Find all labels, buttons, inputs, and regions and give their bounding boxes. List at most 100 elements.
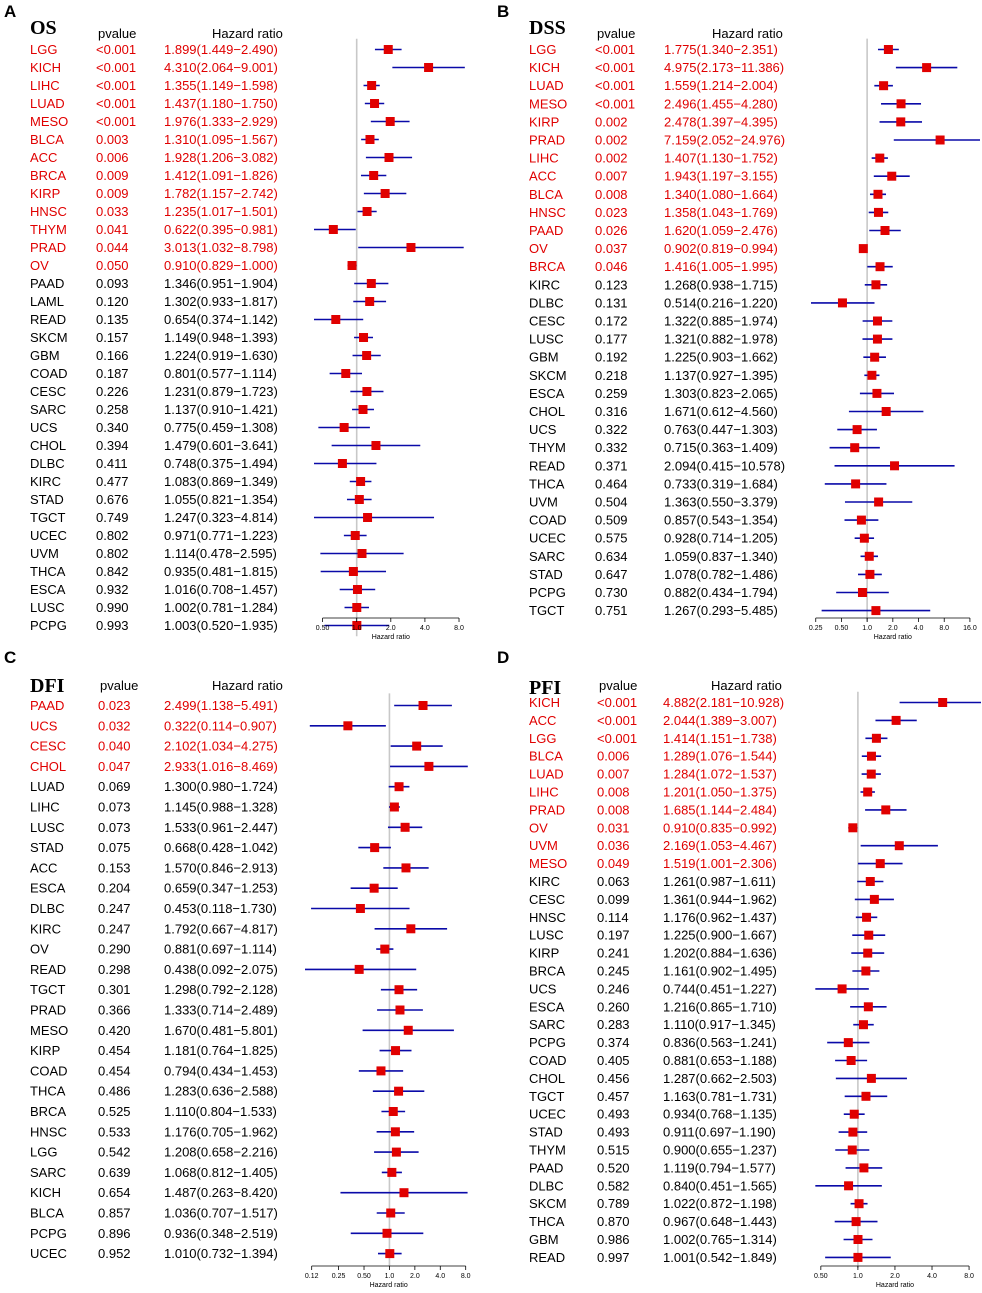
row-pvalue: <0.001 (597, 713, 637, 728)
row-label: OV (30, 942, 49, 957)
row-hazard-ratio-text: 0.453(0.118−1.730) (164, 901, 277, 916)
row-hazard-ratio-text: 1.145(0.988−1.328) (164, 800, 278, 815)
row-hazard-ratio-text: 1.161(0.902−1.495) (663, 964, 777, 979)
row-pvalue: <0.001 (597, 731, 637, 746)
hr-point (887, 171, 897, 181)
forest-plot-dfi: C DFI pvalue Hazard ratio PAAD 0.023 2.499(1.1… (4, 648, 471, 1289)
row-pvalue: 0.040 (98, 739, 131, 754)
row-hazard-ratio-text: 1.671(0.612−4.560) (664, 404, 778, 419)
row-hazard-ratio-text: 3.013(1.032−8.798) (164, 240, 278, 255)
hr-point (376, 1066, 386, 1076)
row-pvalue: 0.371 (595, 458, 628, 473)
row-pvalue: 0.493 (597, 1125, 630, 1140)
row-label: DLBC (529, 295, 564, 310)
row-hazard-ratio-text: 0.882(0.434−1.794) (664, 585, 778, 600)
panel-title: OS (30, 17, 57, 39)
row-label: OV (529, 241, 548, 256)
row-pvalue: 0.634 (595, 549, 628, 564)
row-pvalue: 0.204 (98, 881, 131, 896)
hr-point (366, 279, 376, 288)
row-hazard-ratio-text: 1.010(0.732−1.394) (164, 1246, 278, 1261)
panel-letter: A (4, 2, 16, 21)
row-hazard-ratio-text: 1.114(0.478−2.595) (164, 546, 277, 561)
hr-point (403, 1025, 413, 1035)
row-hazard-ratio-text: 1.487(0.263−8.420) (164, 1185, 278, 1200)
row-label: GBM (529, 1232, 559, 1247)
row-label: MESO (30, 114, 68, 129)
x-tick-label: 4.0 (435, 1273, 445, 1280)
row-pvalue: 0.932 (96, 582, 129, 597)
row-label: COAD (529, 1053, 567, 1068)
row-hazard-ratio-text: 1.519(1.001−2.306) (663, 856, 777, 871)
row-hazard-ratio-text: 1.016(0.708−1.457) (164, 582, 278, 597)
row-pvalue: 0.582 (597, 1178, 630, 1193)
hr-point (869, 894, 879, 904)
hr-point (339, 423, 349, 432)
row-hazard-ratio-text: 1.036(0.707−1.517) (164, 1206, 278, 1221)
hr-point (891, 715, 901, 725)
row-label: UCEC (529, 1107, 566, 1122)
hr-point (352, 603, 362, 612)
row-hazard-ratio-text: 1.333(0.714−2.489) (164, 1003, 278, 1018)
hr-point (370, 843, 380, 853)
row-pvalue: 0.411 (96, 456, 128, 471)
x-axis-label: Hazard ratio (370, 1282, 408, 1289)
row-label: KIRC (30, 474, 61, 489)
row-pvalue: <0.001 (96, 96, 136, 111)
row-hazard-ratio-text: 1.416(1.005−1.995) (664, 259, 778, 274)
row-pvalue: 0.751 (595, 603, 628, 618)
row-hazard-ratio-text: 4.882(2.181−10.928) (663, 695, 784, 710)
row-hazard-ratio-text: 1.792(0.667−4.817) (164, 921, 278, 936)
row-label: SKCM (529, 368, 567, 383)
row-label: ESCA (30, 582, 66, 597)
row-label: BRCA (30, 168, 66, 183)
row-hazard-ratio-text: 1.289(1.076−1.544) (663, 749, 777, 764)
row-pvalue: 0.093 (96, 276, 129, 291)
hr-point (861, 1091, 871, 1101)
row-label: PAAD (30, 698, 64, 713)
row-hazard-ratio-text: 1.559(1.214−2.004) (664, 78, 778, 93)
row-label: ESCA (30, 881, 66, 896)
hr-point (399, 1188, 409, 1198)
hr-point (837, 984, 847, 994)
row-pvalue: 0.006 (96, 150, 129, 165)
row-hazard-ratio-text: 1.340(1.080−1.664) (664, 187, 778, 202)
row-hazard-ratio-text: 1.570(0.846−2.913) (164, 860, 278, 875)
row-pvalue: 0.316 (595, 404, 628, 419)
hr-point (337, 459, 347, 468)
hr-point (858, 1020, 868, 1030)
hr-point (369, 883, 379, 893)
row-hazard-ratio-text: 1.300(0.980−1.724) (164, 779, 278, 794)
row-label: UCEC (30, 528, 67, 543)
row-pvalue: 0.990 (96, 600, 129, 615)
row-hazard-ratio-text: 1.322(0.885−1.974) (664, 314, 778, 329)
row-label: PAAD (529, 1160, 563, 1175)
row-label: HNSC (529, 910, 566, 925)
x-tick-label: 2.0 (410, 1273, 420, 1280)
row-label: KIRP (30, 1043, 60, 1058)
hr-point (863, 1002, 873, 1012)
row-label: COAD (30, 1063, 68, 1078)
header-hazard-ratio: Hazard ratio (712, 26, 783, 41)
x-tick-label: 0.50 (316, 625, 330, 632)
hr-point (938, 698, 948, 707)
hr-point (387, 1167, 397, 1177)
row-hazard-ratio-text: 1.231(0.879−1.723) (164, 384, 278, 399)
row-hazard-ratio-text: 1.216(0.865−1.710) (663, 999, 777, 1014)
forest-panel-dfi: C DFI pvalue Hazard ratio PAAD 0.023 2.499(1.1… (0, 646, 491, 1292)
row-hazard-ratio-text: 0.936(0.348−2.519) (164, 1226, 278, 1241)
row-label: BRCA (529, 964, 565, 979)
row-hazard-ratio-text: 1.407(1.130−1.752) (664, 151, 778, 166)
row-pvalue: 0.454 (98, 1063, 131, 1078)
row-hazard-ratio-text: 1.068(0.812−1.405) (164, 1165, 278, 1180)
row-hazard-ratio-text: 0.438(0.092−2.075) (164, 962, 278, 977)
x-tick-label: 4.0 (420, 625, 430, 632)
hr-point (847, 1145, 857, 1155)
row-pvalue: <0.001 (96, 60, 136, 75)
hr-point (859, 1163, 869, 1173)
x-tick-label: 4.0 (914, 625, 924, 632)
row-pvalue: 0.002 (595, 114, 628, 129)
row-label: CHOL (529, 1071, 565, 1086)
row-hazard-ratio-text: 1.247(0.323−4.814) (164, 510, 278, 525)
row-pvalue: 0.172 (595, 314, 628, 329)
